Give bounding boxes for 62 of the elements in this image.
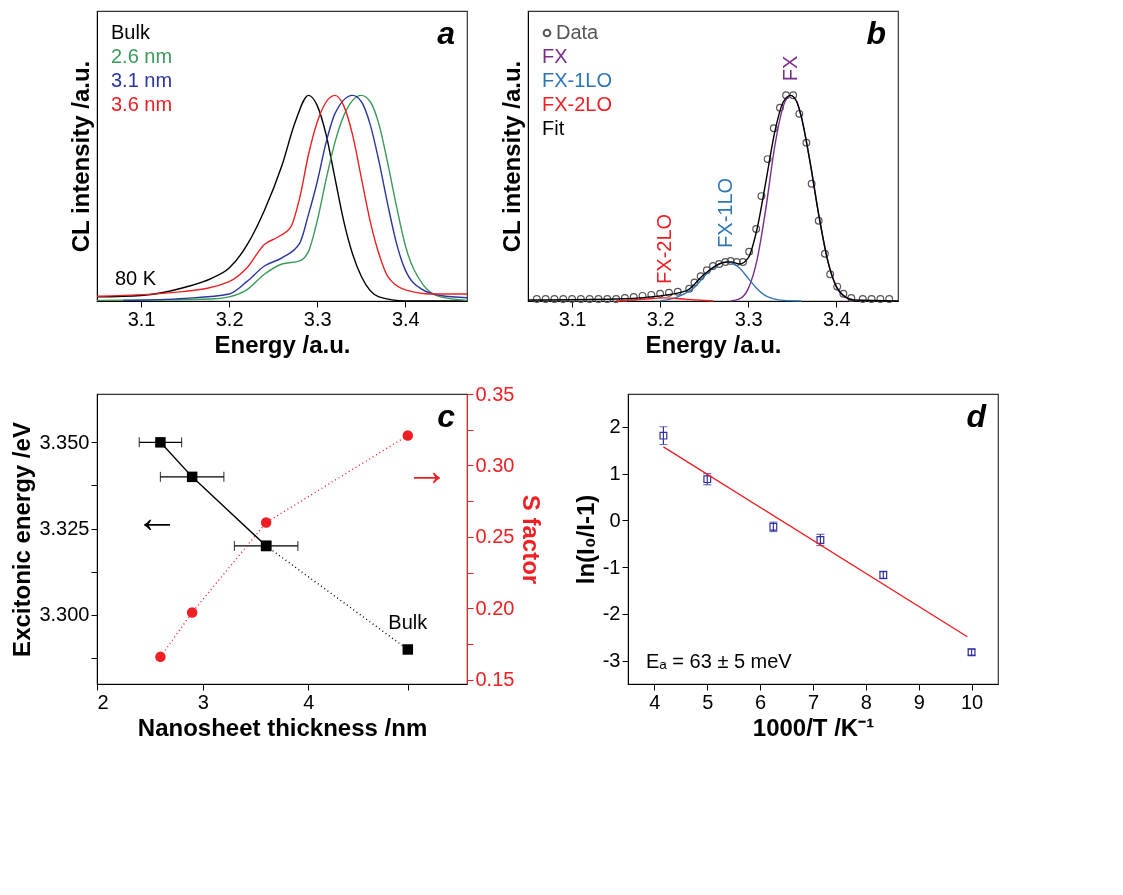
annotation: d [966,398,988,434]
x-tick-label: 3.2 [215,307,244,330]
annotation: FX-2LO [652,213,675,284]
text: Fit [542,117,565,139]
y-tick-label: -2 [602,602,621,625]
y-axis-title: ln(I₀/I-1) [571,494,599,585]
y-tick-label: 3.300 [39,603,90,626]
y-tick-label: 3.325 [39,517,90,540]
text: FX [542,45,568,67]
y-tick-label: 1 [609,462,621,485]
x-tick-label: 3.2 [646,307,675,330]
x-axis-title: Nanosheet thickness /nm [137,713,428,741]
x-tick-label: 3.3 [303,307,332,330]
x-tick-label: 3.4 [391,307,420,330]
text: FX-2LO [542,93,613,115]
x-tick-label: 3.4 [822,307,851,330]
x-axis-title: Energy /a.u. [214,330,351,358]
y-tick-label: -3 [602,649,621,672]
x-tick-label: 10 [960,690,984,713]
annotation: Eₐ = 63 ± 5 meV [646,650,793,672]
x-axis-title: Energy /a.u. [645,330,782,358]
y2-tick-label: 0.30 [475,453,515,476]
x-tick-label: 3.3 [734,307,763,330]
y-tick-label: -1 [602,555,621,578]
text: a [437,15,455,51]
y-axis-title: Excitonic energy /eV [8,422,36,657]
text: FX-1LO [542,69,613,91]
x-tick-label: 6 [755,690,767,713]
x-tick-label: 9 [913,690,925,713]
y-tick-label: 0 [609,508,621,531]
y2-tick-label: 0.25 [475,525,515,548]
annotation: FX-1LO [714,177,737,248]
x-tick-label: 4 [649,690,661,713]
x-tick-label: 8 [860,690,872,713]
annotation: ← [135,491,179,541]
x-tick-label: 4 [303,690,315,713]
y-axis-title: CL intensity /a.u. [497,60,525,253]
annotation: FX [778,55,801,82]
x-tick-label: 5 [702,690,714,713]
x-tick-label: 3.1 [558,307,587,330]
x-tick-label: 2 [97,690,109,713]
annotation: Bulk [388,611,429,634]
x-axis-title: 1000/T /K⁻¹ [752,713,875,741]
y2-tick-label: 0.35 [475,382,515,405]
x-tick-label: 3 [197,690,209,713]
y-tick-label: 2 [609,415,621,438]
x-tick-label: 3.1 [127,307,156,330]
annotation: c [437,398,456,434]
x-tick-label: 7 [807,690,820,713]
y-tick-label: 3.350 [39,430,90,453]
text: 2.6 nm [111,45,173,67]
y2-axis-title: S factor [518,494,546,585]
text: b [866,15,886,51]
legend-label: Data [556,21,600,43]
y2-tick-label: 0.15 [475,668,515,691]
annotation: → [405,445,449,495]
annotation: 80 K [115,267,157,289]
y-axis-title: CL intensity /a.u. [66,60,94,253]
text: 3.1 nm [111,69,173,91]
text: 3.6 nm [111,93,173,115]
text: Bulk [111,21,151,43]
y2-tick-label: 0.20 [475,596,515,619]
